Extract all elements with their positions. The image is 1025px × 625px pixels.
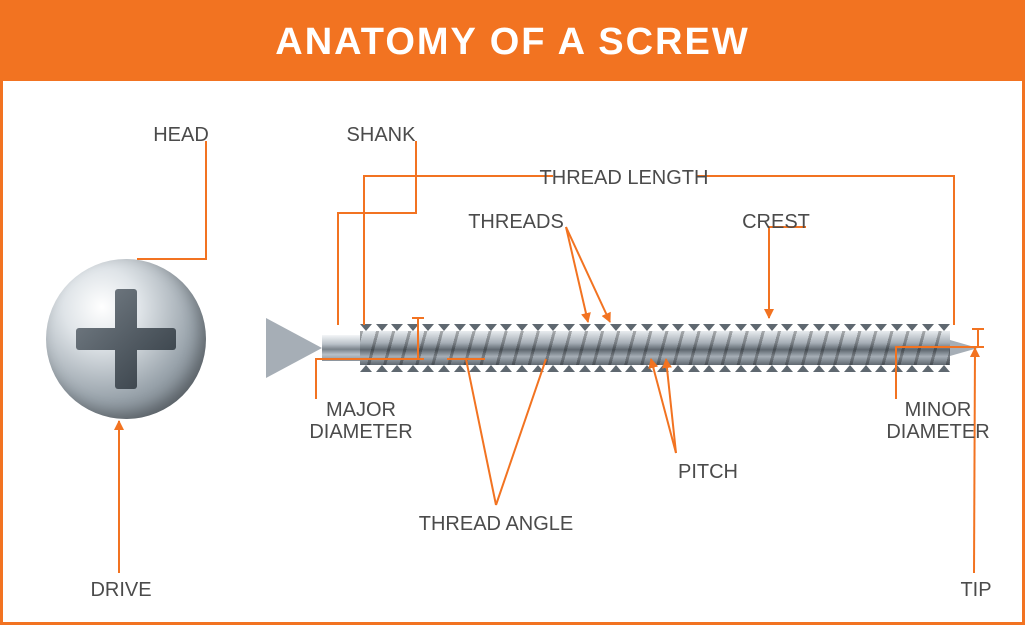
label-head: HEAD — [153, 124, 209, 146]
label-minor-diameter: MINOR DIAMETER — [886, 399, 989, 443]
thread-crest-bottom — [360, 365, 950, 372]
screw-tip — [950, 340, 978, 356]
label-pitch: PITCH — [678, 461, 738, 483]
label-drive: DRIVE — [90, 579, 151, 601]
label-shank: SHANK — [347, 124, 416, 146]
screw-threads — [360, 331, 950, 365]
label-thread-length: THREAD LENGTH — [540, 167, 709, 189]
diagram-canvas: HEAD SHANK THREAD LENGTH THREADS CREST M… — [6, 81, 1019, 619]
label-tip: TIP — [960, 579, 991, 601]
infographic-frame: ANATOMY OF A SCREW HEAD SHANK THREAD LEN… — [0, 0, 1025, 625]
screw-head-cone — [266, 318, 322, 378]
phillips-drive-horizontal — [76, 328, 176, 350]
title-text: ANATOMY OF A SCREW — [275, 21, 749, 64]
thread-crest-top — [360, 324, 950, 331]
label-major-diameter: MAJOR DIAMETER — [309, 399, 412, 443]
title-bar: ANATOMY OF A SCREW — [3, 3, 1022, 81]
label-threads: THREADS — [468, 211, 564, 233]
label-crest: CREST — [742, 211, 810, 233]
label-thread-angle: THREAD ANGLE — [419, 513, 573, 535]
screw-shank — [322, 335, 360, 361]
screw-side-view — [266, 318, 978, 378]
